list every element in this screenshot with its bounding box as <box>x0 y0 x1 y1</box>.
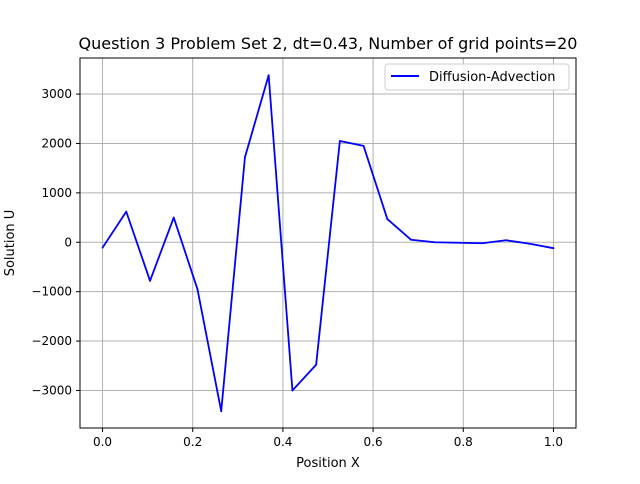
data-point <box>505 239 507 242</box>
y-tick-label: 3000 <box>41 87 72 101</box>
x-tick-label: 0.6 <box>364 435 383 449</box>
series-layer <box>101 74 555 413</box>
y-tick-label: 2000 <box>41 136 72 150</box>
data-point <box>172 216 175 219</box>
y-tick-label: −2000 <box>31 334 72 348</box>
y-axis-ticks: −3000 −2000 −1000 0 1000 2000 3000 <box>31 87 80 397</box>
x-tick-label: 1.0 <box>544 435 563 449</box>
x-axis-ticks: 0.0 0.2 0.4 0.6 0.8 1.0 <box>93 428 563 449</box>
data-point <box>149 279 151 282</box>
plot-frame <box>79 57 577 429</box>
data-point <box>481 242 484 245</box>
y-axis-label: Solution U <box>3 210 18 277</box>
chart-title: Question 3 Problem Set 2, dt=0.43, Numbe… <box>79 34 578 53</box>
data-point <box>267 74 270 77</box>
data-point <box>101 246 104 249</box>
data-point <box>410 238 412 241</box>
x-tick-label: 0.0 <box>93 435 112 449</box>
data-point <box>291 389 294 392</box>
y-tick-label: −3000 <box>31 383 72 397</box>
data-point <box>125 210 128 213</box>
data-point <box>220 410 223 413</box>
data-point <box>528 242 531 245</box>
legend-box <box>384 63 570 91</box>
x-tick-label: 0.2 <box>183 435 202 449</box>
x-axis-label: Position X <box>296 456 360 471</box>
y-tick-label: 0 <box>64 235 72 249</box>
series-line-diffusion-advection <box>101 74 554 413</box>
data-point <box>457 241 460 244</box>
data-point <box>244 156 246 159</box>
data-point <box>338 140 341 142</box>
data-point <box>315 363 318 366</box>
data-point <box>386 218 389 220</box>
data-point <box>362 145 365 147</box>
y-tick-label: −1000 <box>31 285 72 299</box>
y-tick-label: 1000 <box>41 186 72 200</box>
data-point <box>196 288 199 291</box>
x-tick-label: 0.4 <box>273 435 292 449</box>
x-tick-label: 0.8 <box>454 435 473 449</box>
data-point <box>433 241 436 244</box>
data-point <box>552 247 555 250</box>
legend: Diffusion-Advection <box>384 63 570 91</box>
legend-label: Diffusion-Advection <box>429 70 555 85</box>
